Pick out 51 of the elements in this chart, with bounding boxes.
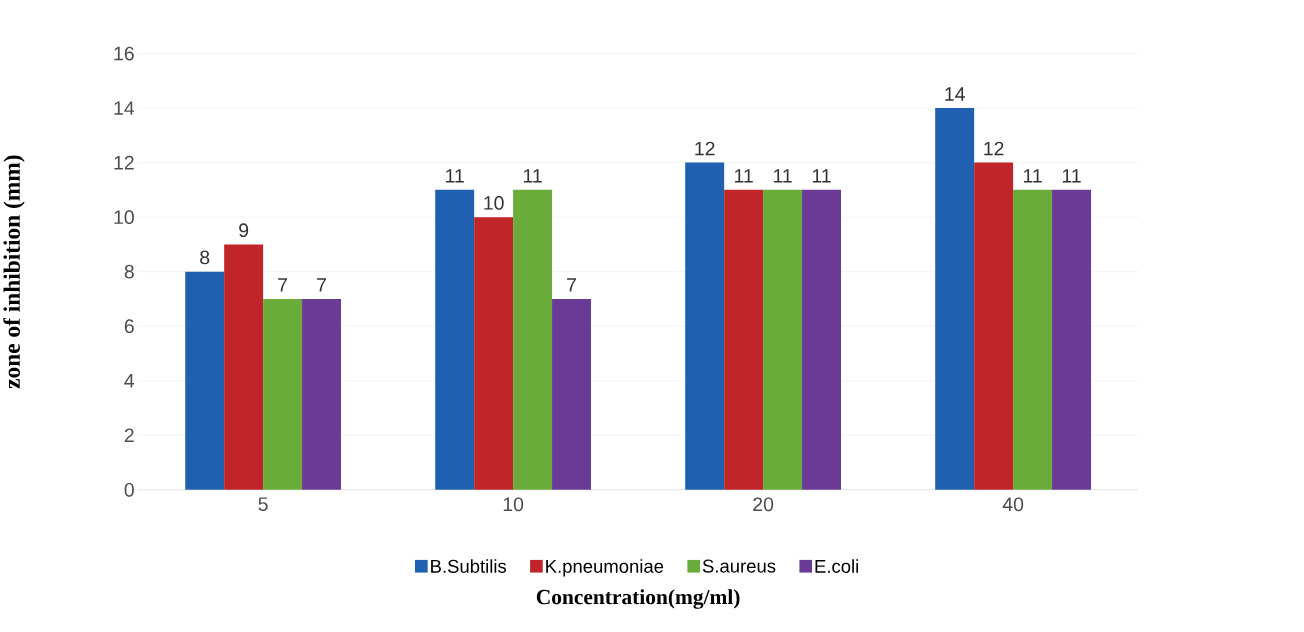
bar <box>435 189 475 490</box>
x-tick-label: 10 <box>503 497 524 512</box>
bar <box>685 162 725 490</box>
y-tick-label: 4 <box>124 374 135 388</box>
y-axis-title: zone of inhibition (mm) <box>3 155 25 389</box>
bar <box>185 271 225 490</box>
legend-label: E.coli <box>815 559 858 573</box>
data-label: 11 <box>773 169 792 183</box>
legend-label: S.aureus <box>702 559 776 573</box>
data-label: 14 <box>945 87 965 101</box>
bar <box>302 298 342 490</box>
data-label: 7 <box>317 278 326 292</box>
bar <box>763 189 803 490</box>
y-tick-label: 6 <box>124 319 134 334</box>
legend-label: K.pneumoniae <box>546 559 664 577</box>
bar <box>1052 189 1091 490</box>
data-label: 7 <box>567 278 576 292</box>
bar <box>513 189 553 490</box>
x-tick-label: 5 <box>258 497 268 511</box>
data-label: 8 <box>200 250 210 265</box>
data-label: 12 <box>984 141 1004 156</box>
data-label: 7 <box>278 278 288 292</box>
data-label: 11 <box>446 169 464 183</box>
bar <box>802 189 841 490</box>
data-label: 10 <box>484 196 504 210</box>
bar <box>974 162 1014 490</box>
data-label: 9 <box>239 223 249 238</box>
data-label: 11 <box>812 169 831 183</box>
y-tick-label: 12 <box>114 155 134 170</box>
bar <box>935 108 975 490</box>
bar <box>724 189 764 490</box>
y-tick-label: 0 <box>124 482 134 497</box>
bar <box>474 217 514 490</box>
y-tick-label: 16 <box>114 46 134 61</box>
data-label: 11 <box>1023 169 1042 183</box>
data-label: 12 <box>695 141 715 156</box>
x-axis-title: Concentration(mg/ml) <box>536 589 740 609</box>
bar <box>1013 189 1053 490</box>
data-label: 11 <box>523 169 542 183</box>
y-tick-label: 2 <box>124 428 134 443</box>
data-label: 11 <box>1062 169 1081 183</box>
bar <box>263 298 303 490</box>
x-tick-label: 40 <box>1002 497 1024 512</box>
bar <box>552 298 591 490</box>
y-tick-label: 10 <box>114 210 134 225</box>
bar <box>224 244 264 490</box>
y-tick-label: 14 <box>114 101 135 115</box>
legend-label: B.Subtilis <box>431 559 507 573</box>
data-label: 11 <box>735 169 753 183</box>
y-tick-label: 8 <box>124 264 134 279</box>
x-tick-label: 20 <box>753 497 774 512</box>
